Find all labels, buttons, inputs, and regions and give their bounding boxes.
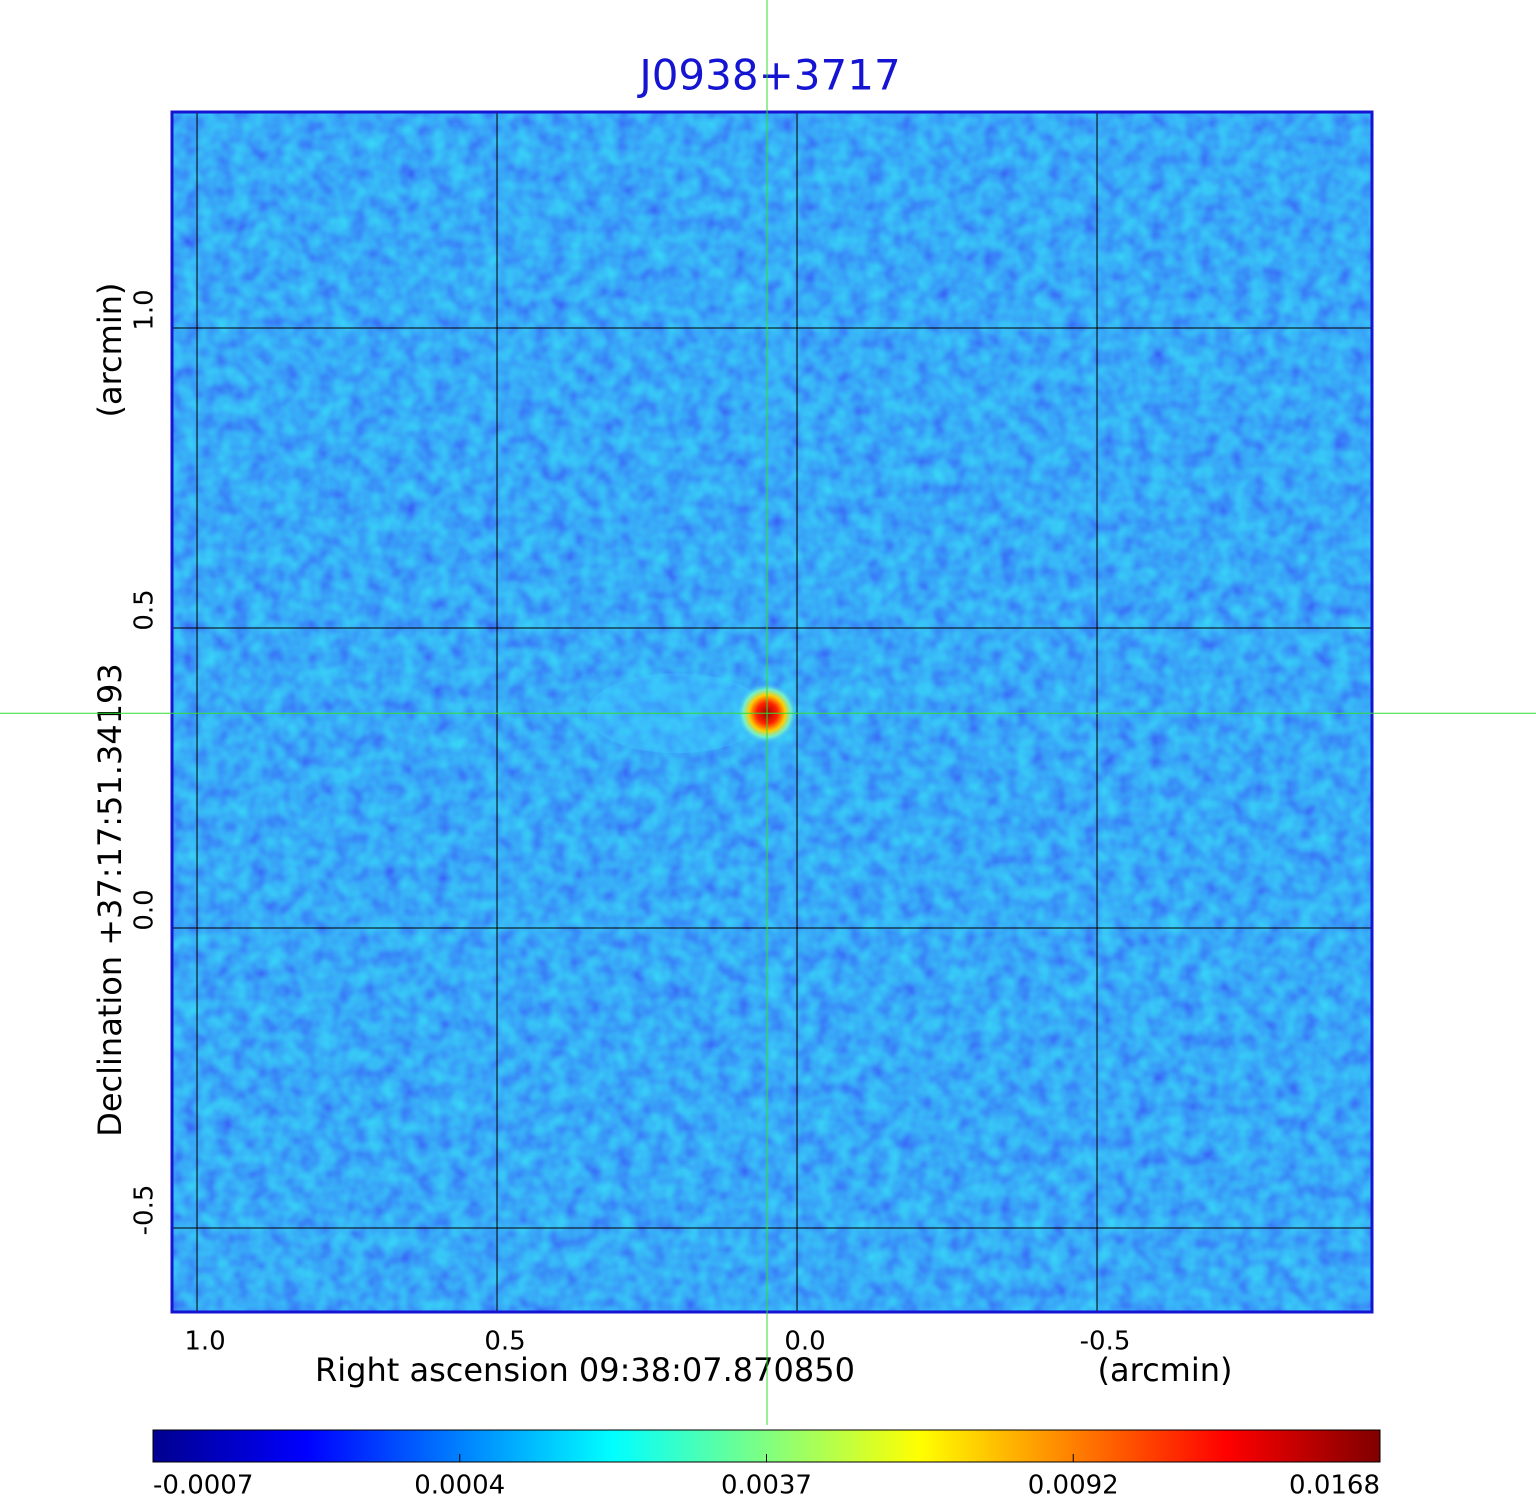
x-axis-unit: (arcmin) <box>1098 1351 1233 1389</box>
x-axis-label: Right ascension 09:38:07.870850 <box>315 1351 855 1389</box>
colorbar-tick-label: 0.0037 <box>721 1471 812 1501</box>
colorbar-tick-label: -0.0007 <box>153 1471 253 1501</box>
plot-frame <box>170 110 1374 1314</box>
y-tick-label: 0.0 <box>130 889 160 930</box>
x-tick-label: 1.0 <box>184 1327 225 1357</box>
chart-title: J0938+3717 <box>636 51 900 100</box>
x-tick-label: 0.5 <box>484 1327 525 1357</box>
y-tick-label: 0.5 <box>130 589 160 630</box>
x-tick-label: -0.5 <box>1080 1327 1131 1357</box>
y-axis-unit: (arcmin) <box>91 283 129 418</box>
colorbar-tick-label: 0.0004 <box>414 1471 505 1501</box>
y-tick-label: -0.5 <box>130 1185 160 1236</box>
x-tick-label: 0.0 <box>784 1327 825 1357</box>
colorbar-tick-label: 0.0168 <box>1289 1471 1380 1501</box>
y-tick-label: 1.0 <box>130 289 160 330</box>
y-axis-label: Declination +37:17:51.34193 <box>91 663 129 1137</box>
colorbar-tick-label: 0.0092 <box>1028 1471 1119 1501</box>
